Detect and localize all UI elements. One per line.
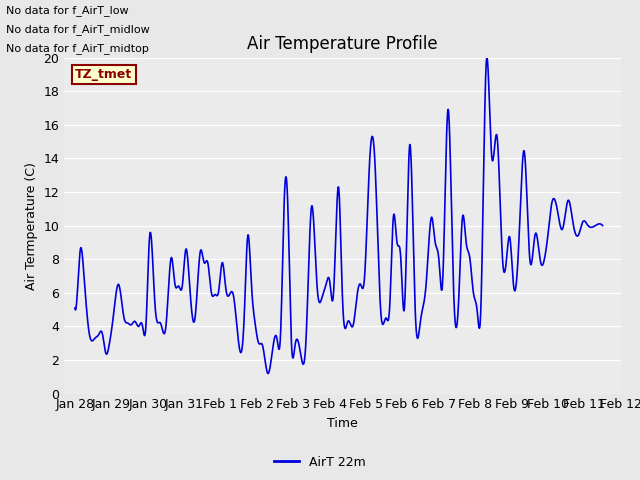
Text: No data for f_AirT_midlow: No data for f_AirT_midlow (6, 24, 150, 35)
Text: No data for f_AirT_low: No data for f_AirT_low (6, 5, 129, 16)
Legend: AirT 22m: AirT 22m (269, 451, 371, 474)
Y-axis label: Air Termperature (C): Air Termperature (C) (25, 162, 38, 289)
Title: Air Temperature Profile: Air Temperature Profile (247, 35, 438, 53)
Text: No data for f_AirT_midtop: No data for f_AirT_midtop (6, 43, 149, 54)
Text: TZ_tmet: TZ_tmet (75, 68, 132, 81)
X-axis label: Time: Time (327, 417, 358, 430)
